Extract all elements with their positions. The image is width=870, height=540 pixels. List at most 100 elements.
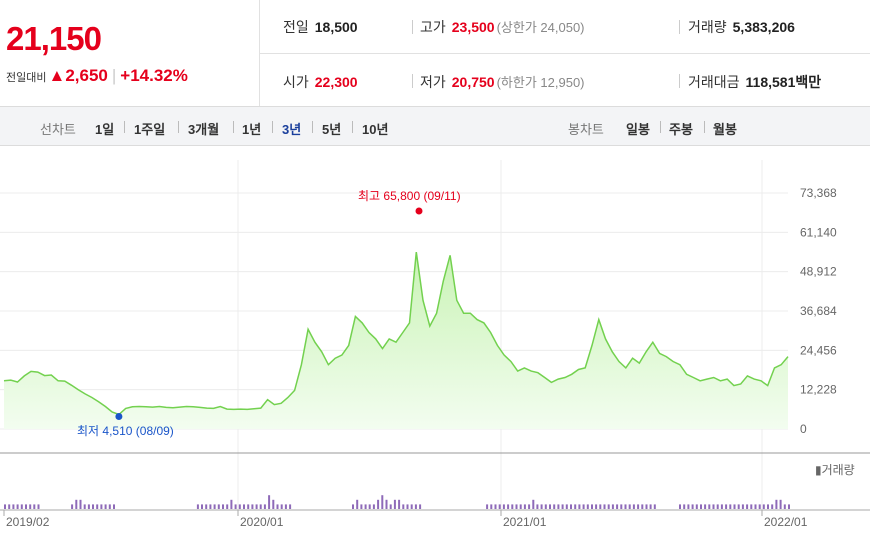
volume-bar xyxy=(565,504,568,509)
volume-bar xyxy=(255,504,258,509)
volume-bar xyxy=(389,504,392,509)
lower-limit: (하한가 12,950) xyxy=(496,75,585,90)
volume-bar xyxy=(561,504,564,509)
y-tick-label: 61,140 xyxy=(800,225,837,239)
y-tick-label: 12,228 xyxy=(800,383,837,397)
volume-bar xyxy=(230,499,233,509)
volume-bar xyxy=(788,504,790,509)
volume-bar xyxy=(507,504,510,509)
volume-bar xyxy=(758,504,761,509)
volume-bar xyxy=(528,504,531,509)
volume-bar xyxy=(771,504,774,509)
amount-value: 118,581 xyxy=(745,74,796,90)
volume-bar xyxy=(4,504,6,509)
volume-bar xyxy=(649,504,652,509)
volume-bar xyxy=(209,504,212,509)
volume-bar xyxy=(557,504,560,509)
volume-bar xyxy=(553,504,556,509)
volume-bar xyxy=(586,504,589,509)
volume-bar xyxy=(372,504,375,509)
candle-chart-label: 봉차트 xyxy=(568,122,604,137)
volume-bar xyxy=(20,504,23,509)
volume-bar xyxy=(502,504,505,509)
high-value: 23,500 xyxy=(451,19,495,35)
volume-bar xyxy=(406,504,409,509)
tab-monthly[interactable]: 월봉 xyxy=(713,122,737,137)
tab-weekly[interactable]: 주봉 xyxy=(669,122,693,137)
volume-bar xyxy=(222,504,224,509)
volume-bar xyxy=(79,499,82,509)
tab-1day[interactable]: 1일 xyxy=(95,122,115,137)
volume-bar xyxy=(679,504,681,509)
volume-bar xyxy=(700,504,702,509)
high-label: 고가 xyxy=(420,19,446,35)
amount-unit: 백만 xyxy=(795,74,822,90)
tab-divider xyxy=(124,121,125,133)
volume-bar xyxy=(205,504,208,509)
volume-bar xyxy=(536,504,539,509)
open-label: 시가 xyxy=(283,74,309,90)
tab-1year[interactable]: 1년 xyxy=(242,122,262,137)
volume-bar xyxy=(779,499,782,509)
volume-bar xyxy=(104,504,107,509)
volume-bar xyxy=(276,504,279,509)
volume-bar xyxy=(624,504,627,509)
volume-bar xyxy=(599,504,602,509)
cell-divider xyxy=(679,74,680,88)
amount-label: 거래대금 xyxy=(688,74,740,90)
tab-5year[interactable]: 5년 xyxy=(322,122,342,137)
low-price: 저가 20,750 (하한가 12,950) xyxy=(420,72,585,92)
volume-bar xyxy=(750,504,753,509)
high-marker xyxy=(415,207,423,215)
volume-bar xyxy=(775,499,778,509)
volume-bar xyxy=(393,499,396,509)
price-box: 21,150 전일대비 ▲2,650 | +14.32% xyxy=(0,0,260,106)
tab-3month[interactable]: 3개월 xyxy=(188,122,220,137)
volume-bar xyxy=(532,499,535,509)
volume-bar xyxy=(595,504,598,509)
volume-bar xyxy=(591,504,593,509)
volume-bar xyxy=(687,504,690,509)
volume-bar xyxy=(272,499,275,509)
volume-bar xyxy=(25,504,27,509)
volume-bar xyxy=(289,504,292,509)
volume-bar xyxy=(381,495,384,509)
volume-stat: 거래량 5,383,206 xyxy=(688,17,795,37)
volume-bar xyxy=(628,504,631,509)
volume-bar xyxy=(515,504,518,509)
x-tick-label: 2021/01 xyxy=(503,515,547,529)
volume-bar xyxy=(37,504,40,509)
volume-bar xyxy=(578,504,581,509)
trade-amount: 거래대금 118,581백만 xyxy=(688,72,821,92)
volume-legend: ▮거래량 xyxy=(815,463,855,477)
volume-bar xyxy=(33,504,36,509)
volume-bar xyxy=(519,504,522,509)
cell-divider xyxy=(412,20,413,34)
change-label: 전일대비 xyxy=(6,72,47,84)
volume-bar xyxy=(96,504,99,509)
volume-bar xyxy=(8,504,11,509)
volume-bar xyxy=(498,504,501,509)
volume-bar xyxy=(87,504,90,509)
price-line xyxy=(3,251,789,416)
volume-bar xyxy=(725,504,728,509)
volume-bar xyxy=(29,504,32,509)
tab-3year[interactable]: 3년 xyxy=(282,122,302,137)
volume-bar xyxy=(523,504,526,509)
volume-bar xyxy=(570,504,572,509)
volume-bar xyxy=(754,504,757,509)
volume-bar xyxy=(691,504,694,509)
volume-bar xyxy=(712,504,715,509)
tab-daily[interactable]: 일봉 xyxy=(626,122,650,137)
volume-bar xyxy=(767,504,769,509)
volume-bar xyxy=(284,504,287,509)
volume-bar xyxy=(201,504,203,509)
volume-bar xyxy=(486,504,489,509)
volume-bar xyxy=(385,499,388,509)
volume-bar xyxy=(574,504,577,509)
tab-1week[interactable]: 1주일 xyxy=(134,122,166,137)
tab-10year[interactable]: 10년 xyxy=(362,122,389,137)
tab-divider xyxy=(233,121,234,133)
volume-bar xyxy=(653,504,656,509)
